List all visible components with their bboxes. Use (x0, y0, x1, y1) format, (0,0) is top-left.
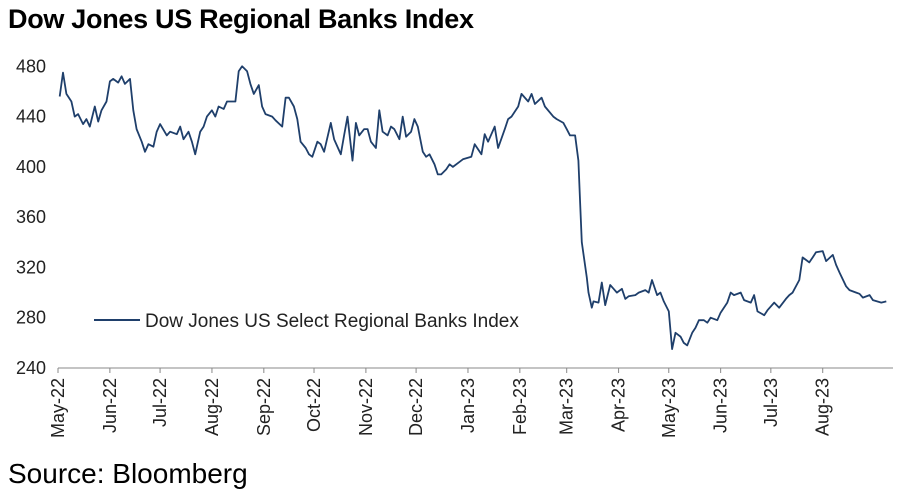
y-tick-label: 400 (16, 157, 46, 177)
chart-title: Dow Jones US Regional Banks Index (8, 4, 474, 34)
y-axis-ticks: 480 440 400 360 320 280 240 (16, 56, 46, 378)
series-group (58, 65, 887, 350)
x-tick-label: Aug-22 (202, 378, 222, 436)
x-tick-label: May-23 (659, 378, 679, 438)
x-tick-label: Jul-22 (150, 378, 170, 427)
x-tick-label: Apr-23 (609, 378, 629, 432)
y-tick-label: 240 (16, 358, 46, 378)
y-tick-label: 360 (16, 207, 46, 227)
x-tick-label: Jan-23 (458, 378, 478, 433)
x-tick-label: Aug-23 (813, 378, 833, 436)
x-tick-label: May-22 (48, 378, 68, 438)
series-line (58, 65, 887, 350)
x-tick-label: Jul-23 (761, 378, 781, 427)
x-tick-label: Nov-22 (356, 378, 376, 436)
y-tick-label: 320 (16, 257, 46, 277)
y-tick-label: 440 (16, 107, 46, 127)
x-axis-ticks: May-22 Jun-22 Jul-22 Aug-22 Sep-22 Oct-22 Nov-… (48, 368, 833, 438)
x-tick-label: Sep-22 (254, 378, 274, 436)
x-tick-label: Jun-22 (100, 378, 120, 433)
legend: Dow Jones US Select Regional Banks Index (94, 311, 519, 332)
source-note: Source: Bloomberg (8, 458, 248, 489)
x-tick-label: Feb-23 (510, 378, 530, 435)
x-tick-label: Oct-22 (304, 378, 324, 432)
x-tick-label: Jun-23 (711, 378, 731, 433)
x-tick-label: Mar-23 (557, 378, 577, 435)
y-tick-label: 280 (16, 308, 46, 328)
y-tick-label: 480 (16, 56, 46, 76)
x-tick-label: Dec-22 (406, 378, 426, 436)
legend-label: Dow Jones US Select Regional Banks Index (145, 311, 519, 332)
